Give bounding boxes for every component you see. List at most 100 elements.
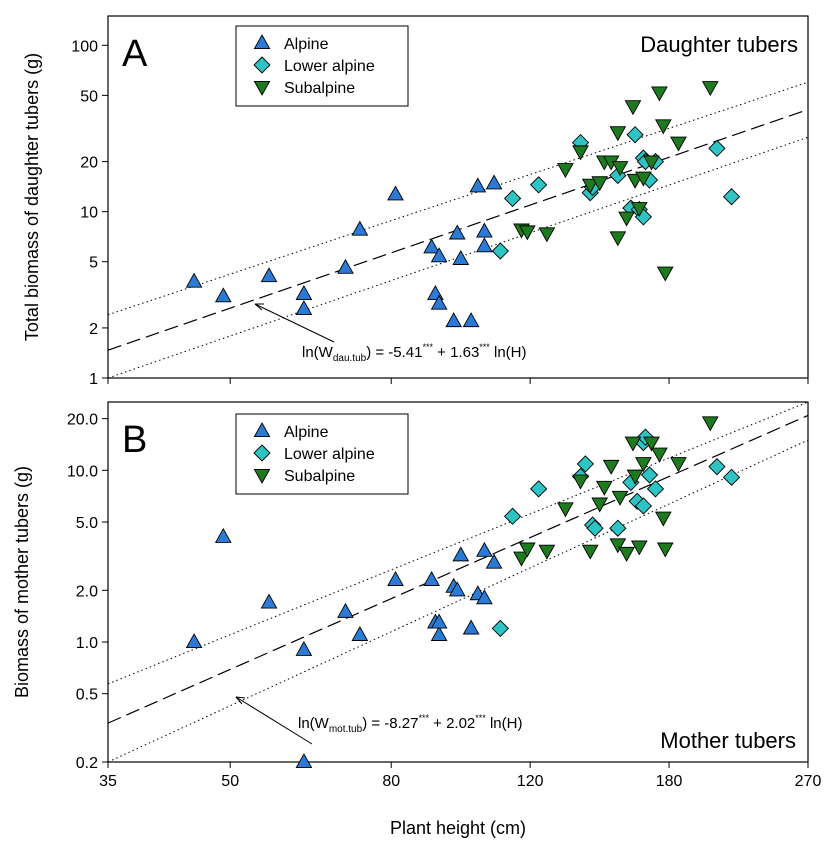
panel-b-y-axis-label: Biomass of mother tubers (g) bbox=[12, 466, 32, 698]
panel-b-alpine-point bbox=[185, 633, 203, 649]
panel-b-lower-alpine-point bbox=[640, 466, 659, 484]
x-tick-label: 270 bbox=[795, 773, 822, 790]
panel-b-alpine-point bbox=[295, 753, 313, 769]
panel-b-alpine-point bbox=[351, 625, 369, 641]
panel-b-subalpine-point bbox=[701, 416, 719, 432]
panel-b-alpine-point bbox=[452, 546, 470, 562]
panel-a-subalpine-point bbox=[635, 171, 652, 187]
panel-b-subalpine-point bbox=[651, 447, 668, 463]
panel-b-subalpine-point bbox=[557, 502, 574, 518]
panel-a-y-tick-label: 1 bbox=[89, 371, 98, 388]
panel-b-plot-frame bbox=[107, 401, 809, 763]
panel-a-regression-equation: ln(Wdau.tub) = -5.41*** + 1.63*** ln(H) bbox=[302, 342, 526, 364]
panel-b-subalpine-point bbox=[630, 540, 648, 556]
panel-b-legend: Alpine Lower alpine Subalpine bbox=[235, 413, 409, 495]
panel-b-lower-alpine-point bbox=[708, 458, 726, 476]
panel-a-legend-alpine-marker bbox=[253, 34, 271, 50]
panel-b-legend-lower-alpine-label: Lower alpine bbox=[284, 446, 375, 463]
panel-a-alpine-point bbox=[430, 247, 448, 263]
panel-a-alpine-point bbox=[423, 238, 440, 254]
panel-a-equation-pointer-line bbox=[254, 303, 335, 343]
x-axis-tick-labels: 35 50 80 120 180 270 bbox=[99, 773, 821, 790]
panel-b-subalpine-point bbox=[513, 551, 530, 567]
panel-a-lower-alpine-point bbox=[491, 242, 509, 260]
panel-b-subalpine-point bbox=[538, 544, 556, 560]
panel-b-lower-alpine-point bbox=[609, 519, 627, 537]
panel-a-subalpine-point bbox=[518, 225, 536, 241]
panel-a-y-axis-ticks: 1 2 5 10 20 50 100 bbox=[71, 38, 108, 388]
panel-b-subalpine-point bbox=[624, 436, 642, 452]
panel-a-plot-frame bbox=[107, 15, 809, 379]
panel-a-subalpine-point bbox=[630, 202, 648, 218]
panel-a-y-axis-label: Total biomass of daughter tubers (g) bbox=[22, 53, 42, 341]
panel-b-subalpine-point bbox=[654, 511, 672, 527]
panel-b-subalpine-point bbox=[595, 480, 613, 496]
panel-a-lower-alpine-point bbox=[503, 189, 522, 208]
panel-b-alpine-point bbox=[423, 570, 440, 586]
panel-a-subalpine-point bbox=[618, 211, 635, 227]
panel-a-subalpine-point bbox=[643, 155, 660, 171]
panel-a-y-tick-label: 10 bbox=[80, 205, 98, 222]
panel-b-y-tick-label: 0.2 bbox=[76, 755, 98, 772]
panel-a-subalpine-point bbox=[651, 86, 668, 102]
panel-b-alpine-point bbox=[430, 625, 448, 641]
panel-a-subalpine-point bbox=[581, 178, 599, 194]
panel-a-confidence-band-upper bbox=[107, 81, 809, 316]
panel-a-alpine-point bbox=[445, 312, 463, 328]
panel-a-alpine-point bbox=[485, 174, 503, 190]
x-tick-label: 120 bbox=[517, 773, 544, 790]
panel-a-x-axis-ticks bbox=[107, 378, 809, 384]
panel-a-subalpine-point bbox=[611, 161, 629, 177]
panel-b-legend-alpine-marker bbox=[253, 422, 271, 438]
panel-b-subalpine-point bbox=[618, 546, 635, 562]
panel-a-subalpine-point bbox=[609, 126, 627, 142]
panel-a-y-tick-label: 100 bbox=[71, 38, 98, 55]
panel-a-equation-pointer-arrowhead bbox=[254, 303, 264, 311]
panel-a-y-tick-label: 5 bbox=[89, 255, 98, 272]
panel-a-legend-lower-alpine-marker bbox=[253, 56, 271, 74]
panel-b-alpine-point bbox=[260, 593, 278, 609]
panel-b-lower-alpine-point bbox=[529, 480, 548, 498]
panel-b-lower-alpine-point bbox=[722, 468, 741, 486]
panel-a-alpine-point bbox=[387, 185, 404, 201]
panel-b-y-tick-label: 20.0 bbox=[67, 412, 98, 429]
panel-b-subalpine-point bbox=[611, 490, 629, 506]
panel-b-confidence-band-lower bbox=[107, 439, 809, 763]
panel-a-lower-alpine-point bbox=[708, 139, 726, 158]
panel-a-subalpine-point bbox=[701, 81, 719, 97]
panel-b-regression-lines bbox=[107, 401, 809, 763]
panel-a-alpine-point bbox=[430, 294, 448, 310]
panel-b-subalpine-point bbox=[591, 497, 609, 513]
panel-a-subalpine-point bbox=[654, 119, 672, 135]
panel-a-y-tick-label: 50 bbox=[80, 88, 98, 105]
panel-b-subalpine-point bbox=[635, 457, 652, 473]
panel-a-legend: Alpine Lower alpine Subalpine bbox=[235, 25, 409, 107]
panel-b-alpine-point bbox=[295, 640, 313, 656]
panel-b-subalpine-point bbox=[656, 542, 674, 558]
panel-a-alpine-point bbox=[185, 272, 203, 288]
panel-b-lower-alpine-point bbox=[503, 507, 522, 525]
panel-b-confidence-band-upper bbox=[107, 401, 809, 685]
panel-a-subalpine-point bbox=[670, 136, 687, 152]
panel-b-y-tick-label: 0.5 bbox=[76, 687, 98, 704]
panel-a-alpine-point bbox=[448, 224, 466, 240]
panel-b-subalpine-point bbox=[609, 538, 627, 554]
panel-a-lower-alpine-point bbox=[529, 176, 548, 194]
panel-b-alpine-point bbox=[430, 613, 448, 629]
panel-b-equation-pointer-line bbox=[235, 696, 313, 745]
panel-b-mother-tubers: 0.20.51.02.05.010.020.0 B Mother tubers … bbox=[12, 401, 809, 772]
panel-b-equation-pointer-arrowhead bbox=[235, 696, 246, 705]
panel-b-lower-alpine-point bbox=[646, 480, 665, 498]
panel-b-y-tick-label: 10.0 bbox=[67, 463, 98, 480]
panel-b-lower-alpine-point bbox=[586, 519, 604, 537]
panel-a-subalpine-point bbox=[572, 145, 589, 161]
panel-b-alpine-point bbox=[337, 602, 354, 618]
panel-a-subalpine-point bbox=[624, 100, 642, 116]
panel-b-legend-subalpine-marker bbox=[253, 468, 271, 484]
panel-b-subalpine-point bbox=[602, 459, 620, 475]
x-tick-label: 35 bbox=[99, 773, 117, 790]
panel-a-alpine-point bbox=[452, 249, 470, 265]
panel-a-y-tick-label: 20 bbox=[80, 155, 98, 172]
x-tick-label: 180 bbox=[656, 773, 683, 790]
